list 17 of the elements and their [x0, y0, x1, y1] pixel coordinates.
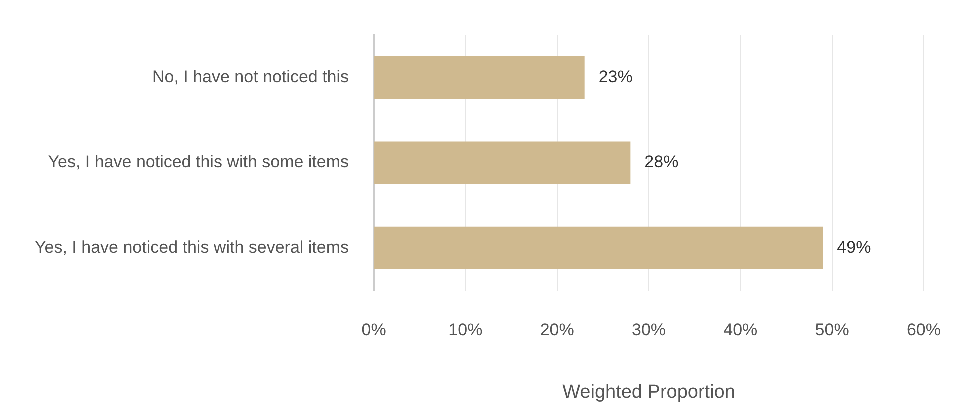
data-label: 49%: [837, 238, 872, 257]
y-tick-label: No, I have not noticed this: [152, 67, 350, 86]
data-label: 23%: [598, 67, 633, 86]
x-tick-label: 50%: [815, 320, 850, 340]
bar: [374, 226, 824, 270]
y-tick-label: Yes, I have noticed this with some items: [48, 152, 350, 172]
x-tick-label: 0%: [362, 320, 386, 340]
bar: [374, 56, 585, 100]
x-tick-label: 40%: [724, 320, 758, 340]
y-tick-label: Yes, I have noticed this with several items: [34, 238, 350, 257]
x-axis-title: Weighted Proportion: [562, 382, 736, 403]
x-tick-label: 30%: [632, 320, 666, 340]
bar: [374, 142, 631, 184]
x-tick-label: 10%: [448, 320, 483, 340]
data-label: 28%: [644, 152, 679, 172]
x-tick-label: 20%: [540, 320, 574, 340]
x-tick-label: 60%: [906, 320, 942, 340]
